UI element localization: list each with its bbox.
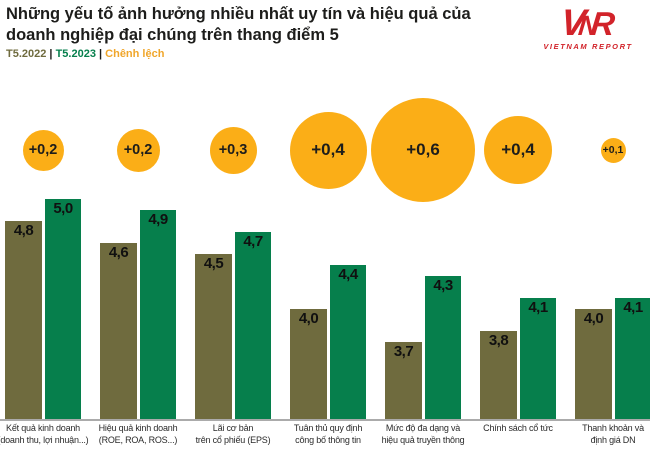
bar-value-label: 4,0 <box>298 310 319 327</box>
category-label-line1: Chính sách cổ tức <box>483 423 553 433</box>
legend-separator: | <box>95 48 106 60</box>
category-label: Tuân thủ quy định công bố thông tin <box>280 423 377 446</box>
chart-legend: T5.2022 | T5.2023 | Chênh lệch <box>6 48 164 60</box>
category-label-line2: (ROE, ROA, ROS...) <box>98 434 178 445</box>
bar-value-label: 4,5 <box>203 255 224 272</box>
category-label-line1: Kết quả kinh doanh <box>6 423 80 433</box>
diff-bubble: +0,2 <box>116 128 160 172</box>
bar-value-label: 3,7 <box>393 343 414 360</box>
diff-bubble: +0,4 <box>289 111 367 189</box>
diff-bubble: +0,6 <box>371 98 475 202</box>
page-title: Những yếu tố ảnh hưởng nhiều nhất uy tín… <box>6 4 471 46</box>
legend-separator: | <box>46 48 56 60</box>
category-label-line1: Lãi cơ bản <box>212 423 254 433</box>
diff-bubble: +0,4 <box>484 116 552 184</box>
bar-t5-2023: 4,3 <box>425 276 461 419</box>
category-label-line1: Mức độ đa dạng và <box>385 423 461 433</box>
category-label-line2: định giá DN <box>590 434 636 445</box>
bar-value-label: 5,0 <box>53 200 73 217</box>
bar-t5-2022: 4,5 <box>195 254 232 419</box>
bar-value-label: 4,6 <box>108 244 129 261</box>
diff-bubble: +0,3 <box>209 126 257 174</box>
bar-value-label: 4,9 <box>148 211 168 228</box>
logo-wordmark: VIETNAM REPORT <box>543 42 633 51</box>
category-label-line1: Tuân thủ quy định <box>293 423 363 433</box>
category-label-line2: (doanh thu, lợi nhuận...) <box>0 434 89 445</box>
bar-t5-2023: 4,9 <box>140 210 176 419</box>
category-label: Hiệu quả kinh doanh (ROE, ROA, ROS...) <box>90 423 187 446</box>
bar-t5-2023: 4,7 <box>235 232 271 419</box>
bar-value-label: 3,8 <box>488 332 509 349</box>
legend-item-t5-2023: T5.2023 <box>55 48 96 60</box>
bar-t5-2023: 4,4 <box>330 265 366 419</box>
bar-value-label: 4,1 <box>528 299 548 316</box>
vnr-logo: VNR VIETNAM REPORT <box>536 2 640 51</box>
bar-value-label: 4,7 <box>243 233 263 250</box>
category-label-line2: trên cổ phiếu (EPS) <box>195 434 271 445</box>
title-line-2: doanh nghiệp đại chúng trên thang điểm 5 <box>6 26 339 44</box>
bar-t5-2022: 4,6 <box>100 243 137 419</box>
bar-t5-2023: 4,1 <box>520 298 556 419</box>
bar-t5-2022: 4,0 <box>575 309 612 419</box>
category-label: Thanh khoản và định giá DN <box>565 423 650 446</box>
x-axis-baseline <box>0 419 650 421</box>
bar-value-label: 4,3 <box>433 277 453 294</box>
legend-item-ch-nh-l-ch: Chênh lệch <box>105 48 165 60</box>
bar-t5-2022: 3,8 <box>480 331 517 419</box>
bar-value-label: 4,8 <box>13 222 34 239</box>
category-label: Chính sách cổ tức <box>470 423 567 435</box>
category-label: Mức độ đa dạng và hiệu quả truyền thông <box>375 423 472 446</box>
category-label: Kết quả kinh doanh (doanh thu, lợi nhuận.… <box>0 423 92 446</box>
bar-t5-2023: 4,1 <box>615 298 650 419</box>
diff-bubble: +0,1 <box>600 137 626 163</box>
bar-value-label: 4,1 <box>623 299 643 316</box>
category-label: Lãi cơ bản trên cổ phiếu (EPS) <box>185 423 282 446</box>
diff-bubble: +0,2 <box>22 129 64 171</box>
category-label-line1: Thanh khoản và <box>582 423 644 433</box>
bar-t5-2022: 3,7 <box>385 342 422 419</box>
bar-t5-2023: 5,0 <box>45 199 81 419</box>
category-label-line2: công bố thông tin <box>295 434 361 445</box>
legend-item-t5-2022: T5.2022 <box>6 48 47 60</box>
category-label-line1: Hiệu quả kinh doanh <box>98 423 178 433</box>
title-line-1: Những yếu tố ảnh hưởng nhiều nhất uy tín… <box>6 5 471 23</box>
bar-value-label: 4,4 <box>338 266 358 283</box>
category-label-line2: hiệu quả truyền thông <box>381 434 465 445</box>
bar-t5-2022: 4,8 <box>5 221 42 419</box>
bar-t5-2022: 4,0 <box>290 309 327 419</box>
bar-value-label: 4,0 <box>583 310 604 327</box>
